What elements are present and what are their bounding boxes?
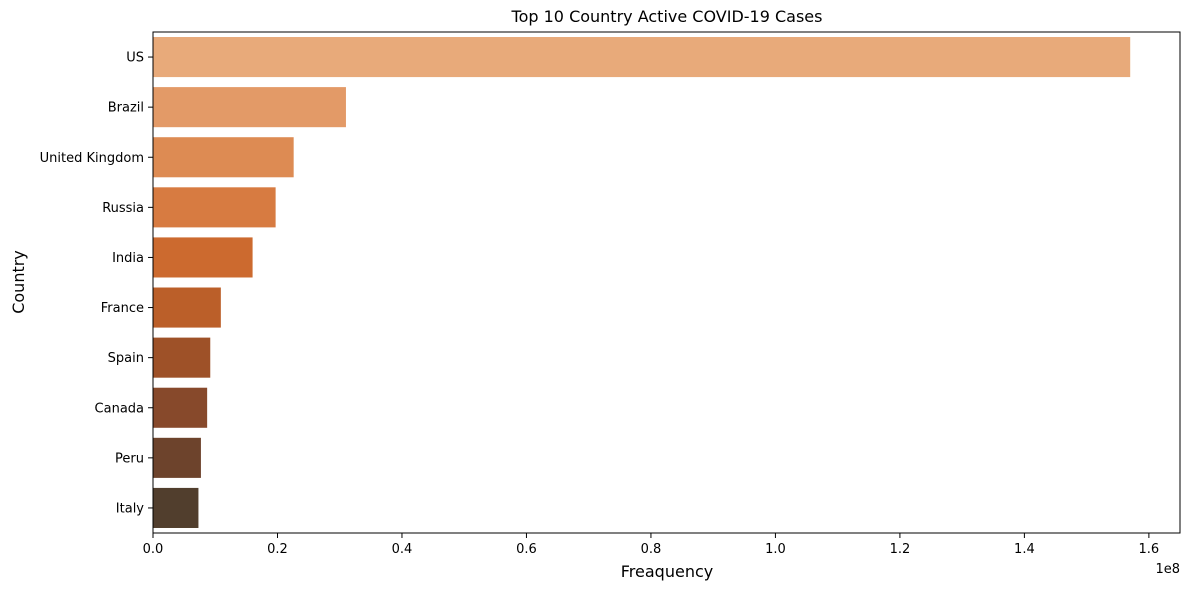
bar-canada: [153, 387, 208, 428]
y-tick-label: France: [101, 301, 144, 316]
y-tick-label: India: [112, 251, 144, 266]
y-tick-label: Spain: [108, 351, 144, 366]
bar-united-kingdom: [153, 137, 294, 178]
bar-russia: [153, 187, 276, 228]
y-tick-label: Canada: [95, 401, 144, 416]
y-tick-label: US: [126, 51, 144, 66]
y-axis-label: Country: [9, 250, 28, 314]
y-tick-label: Peru: [115, 451, 144, 466]
x-tick-label: 1.0: [765, 542, 786, 557]
x-axis-ticks: 0.0 0.2 0.4 0.6 0.8 1.0 1.2 1.4 1.6: [143, 533, 1160, 557]
y-tick-label: Brazil: [108, 101, 144, 116]
bar-brazil: [153, 87, 346, 128]
bar-peru: [153, 437, 201, 478]
bar-us: [153, 37, 1131, 78]
bar-spain: [153, 337, 211, 378]
bar-italy: [153, 487, 199, 528]
bar-france: [153, 287, 221, 328]
plot-frame: [152, 31, 1181, 534]
x-tick-label: 1.2: [890, 542, 911, 557]
y-tick-label: Russia: [102, 201, 144, 216]
x-axis-label: Freaquency: [621, 562, 713, 581]
x-tick-label: 0.6: [516, 542, 537, 557]
y-tick-label: Italy: [116, 501, 145, 516]
y-tick-label: United Kingdom: [40, 151, 144, 166]
x-axis-offset-label: 1e8: [1155, 562, 1180, 577]
x-tick-label: 0.4: [392, 542, 413, 557]
x-tick-label: 1.4: [1014, 542, 1035, 557]
chart-title: Top 10 Country Active COVID-19 Cases: [511, 7, 823, 26]
bar-india: [153, 237, 253, 278]
x-tick-label: 0.0: [143, 542, 164, 557]
x-tick-label: 0.8: [641, 542, 662, 557]
x-tick-label: 0.2: [267, 542, 288, 557]
y-axis-ticks: US Brazil United Kingdom Russia India France S…: [40, 51, 153, 516]
bars-group: [153, 37, 1131, 528]
x-tick-label: 1.6: [1139, 542, 1160, 557]
